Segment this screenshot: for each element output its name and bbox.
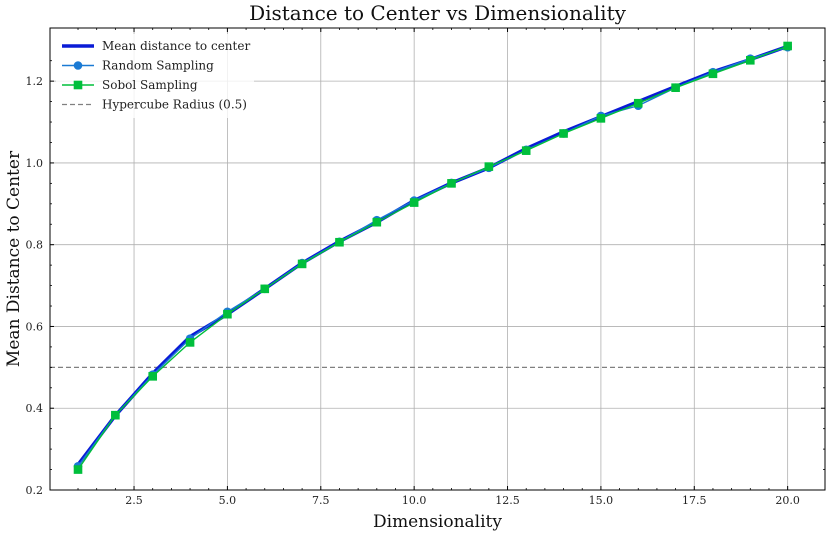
sobol-sampling-point xyxy=(185,338,195,347)
legend-items: Mean distance to center Random Sampling So… xyxy=(62,39,250,112)
x-tick-label: 17.5 xyxy=(682,494,707,507)
x-tick-label: 10.0 xyxy=(402,494,427,507)
sobol-sampling-point xyxy=(335,237,344,247)
sobol-sampling-point xyxy=(708,69,718,79)
series-layer xyxy=(73,41,792,474)
sobol-sampling-point xyxy=(633,98,643,108)
y-tick-label: 0.8 xyxy=(26,239,44,252)
x-tick-label: 7.5 xyxy=(312,494,330,507)
legend-label: Random Sampling xyxy=(102,59,214,73)
legend-label: Sobol Sampling xyxy=(102,78,198,92)
legend: Mean distance to center Random Sampling So… xyxy=(56,34,254,118)
sobol-sampling-point xyxy=(73,465,83,474)
x-tick-label: 15.0 xyxy=(589,494,614,507)
y-tick-label: 0.2 xyxy=(26,484,44,497)
x-tick-label: 5.0 xyxy=(219,494,237,507)
sobol-sampling-point xyxy=(223,309,232,319)
sobol-sampling-point xyxy=(521,146,531,155)
sobol-sampling-point xyxy=(148,372,158,381)
y-tick-label: 0.6 xyxy=(26,320,44,333)
sobol-sampling-point xyxy=(596,114,606,123)
legend-marker-random xyxy=(73,61,83,70)
sobol-sampling-point xyxy=(111,410,120,420)
legend-label: Hypercube Radius (0.5) xyxy=(102,98,247,112)
sobol-sampling-point xyxy=(671,83,680,92)
sobol-sampling-point xyxy=(297,259,307,269)
sobol-sampling-point xyxy=(484,162,494,171)
y-axis-label: Mean Distance to Center xyxy=(4,150,24,367)
sobol-sampling-point xyxy=(372,217,382,227)
plot-frame xyxy=(49,27,826,491)
sobol-sampling-point xyxy=(409,198,419,207)
y-tick-label: 0.4 xyxy=(26,402,44,415)
x-tick-label: 20.0 xyxy=(775,494,800,507)
legend-marker-sobol xyxy=(73,80,83,90)
grid-lines xyxy=(50,28,825,491)
x-tick-label: 12.5 xyxy=(495,494,520,507)
series-line-2 xyxy=(77,45,789,471)
sobol-sampling-point xyxy=(260,284,270,294)
y-tick-label: 1.0 xyxy=(26,157,44,170)
sobol-sampling-point xyxy=(447,179,456,188)
sobol-sampling-point xyxy=(559,129,568,138)
x-axis-label: Dimensionality xyxy=(373,512,502,532)
sobol-sampling-point xyxy=(746,55,755,65)
legend-label: Mean distance to center xyxy=(102,39,250,53)
axis-ticks: 2.5 5.0 7.5 10.0 12.5 15.0 17.5 20.0 0.2 0.4 0.6 0.… xyxy=(26,28,825,507)
x-tick-label: 2.5 xyxy=(125,494,143,507)
chart-title: Distance to Center vs Dimensionality xyxy=(249,1,627,25)
sobol-sampling-point xyxy=(783,41,792,51)
y-tick-label: 1.2 xyxy=(26,75,44,88)
